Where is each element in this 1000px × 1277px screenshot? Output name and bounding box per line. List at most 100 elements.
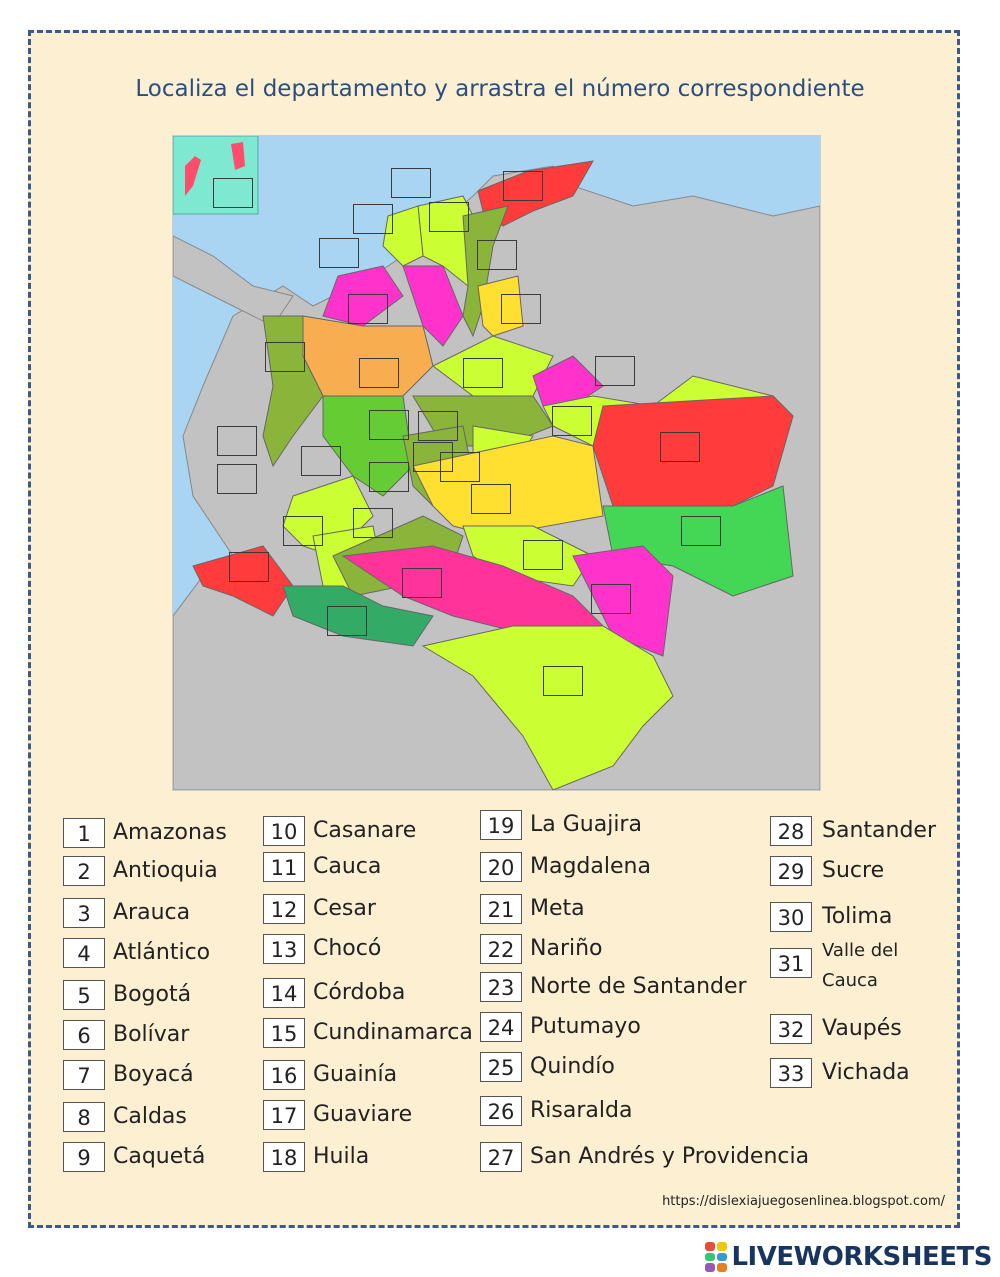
department-name: Huila (313, 1144, 370, 1169)
draggable-number[interactable]: 19 (480, 810, 522, 840)
drop-box[interactable] (217, 464, 257, 494)
drop-box[interactable] (477, 240, 517, 270)
department-name: Casanare (313, 818, 417, 843)
department-name: Antioquia (113, 858, 218, 883)
drop-box[interactable] (348, 294, 388, 324)
department-name: Boyacá (113, 1062, 194, 1087)
department-name: Bogotá (113, 982, 192, 1007)
drop-box[interactable] (681, 516, 721, 546)
department-name: Chocó (313, 936, 382, 961)
drop-box[interactable] (319, 238, 359, 268)
drop-box[interactable] (369, 410, 409, 440)
department-name: Valle del Cauca (822, 940, 899, 991)
drop-box[interactable] (543, 666, 583, 696)
drop-box[interactable] (327, 606, 367, 636)
draggable-number[interactable]: 12 (263, 894, 305, 924)
brand-name: LIVEWORKSHEETS (731, 1242, 992, 1272)
drop-box[interactable] (429, 202, 469, 232)
draggable-number[interactable]: 13 (263, 934, 305, 964)
draggable-number[interactable]: 22 (480, 934, 522, 964)
drop-box[interactable] (391, 168, 431, 198)
department-name: Vaupés (822, 1016, 902, 1041)
drop-box[interactable] (595, 356, 635, 386)
department-name: Córdoba (313, 980, 406, 1005)
drop-box[interactable] (353, 508, 393, 538)
department-name: Sucre (822, 858, 885, 883)
drop-box[interactable] (523, 540, 563, 570)
draggable-number[interactable]: 31 (770, 948, 812, 978)
draggable-number[interactable]: 32 (770, 1014, 812, 1044)
department-name: Bolívar (113, 1022, 190, 1047)
draggable-number[interactable]: 14 (263, 978, 305, 1008)
department-name: La Guajira (530, 812, 642, 837)
draggable-number[interactable]: 27 (480, 1142, 522, 1172)
draggable-number[interactable]: 33 (770, 1058, 812, 1088)
department-name: San Andrés y Providencia (530, 1144, 810, 1169)
drop-box[interactable] (283, 516, 323, 546)
draggable-number[interactable]: 24 (480, 1012, 522, 1042)
drop-box[interactable] (369, 462, 409, 492)
drop-box[interactable] (265, 342, 305, 372)
drop-box[interactable] (591, 584, 631, 614)
drop-box[interactable] (229, 552, 269, 582)
department-name: Arauca (113, 900, 191, 925)
draggable-number[interactable]: 21 (480, 894, 522, 924)
draggable-number[interactable]: 23 (480, 972, 522, 1002)
drop-box[interactable] (359, 358, 399, 388)
draggable-number[interactable]: 3 (63, 898, 105, 928)
drop-box[interactable] (402, 568, 442, 598)
department-name: Norte de Santander (530, 974, 747, 999)
drop-box[interactable] (471, 484, 511, 514)
draggable-number[interactable]: 2 (63, 856, 105, 886)
draggable-number[interactable]: 18 (263, 1142, 305, 1172)
drop-box[interactable] (660, 432, 700, 462)
draggable-number[interactable]: 4 (63, 938, 105, 968)
draggable-number[interactable]: 1 (63, 818, 105, 848)
draggable-number[interactable]: 30 (770, 902, 812, 932)
department-name: Caldas (113, 1104, 187, 1129)
department-name: Meta (530, 896, 585, 921)
drop-box[interactable] (353, 204, 393, 234)
draggable-number[interactable]: 15 (263, 1018, 305, 1048)
drop-box[interactable] (463, 358, 503, 388)
draggable-number[interactable]: 26 (480, 1096, 522, 1126)
draggable-number[interactable]: 11 (263, 852, 305, 882)
draggable-number[interactable]: 7 (63, 1060, 105, 1090)
draggable-number[interactable]: 25 (480, 1052, 522, 1082)
drop-box[interactable] (213, 178, 253, 208)
department-name: Santander (822, 818, 936, 843)
department-name: Quindío (530, 1054, 615, 1079)
department-name: Cundinamarca (313, 1020, 473, 1045)
draggable-number[interactable]: 8 (63, 1102, 105, 1132)
department-name: Magdalena (530, 854, 651, 879)
draggable-number[interactable]: 6 (63, 1020, 105, 1050)
draggable-number[interactable]: 17 (263, 1100, 305, 1130)
drop-box[interactable] (501, 294, 541, 324)
department-name: Tolima (822, 904, 893, 929)
department-name: Risaralda (530, 1098, 633, 1123)
drop-box[interactable] (217, 426, 257, 456)
drop-box[interactable] (301, 446, 341, 476)
department-name: Nariño (530, 936, 603, 961)
department-name: Cesar (313, 896, 376, 921)
drop-box[interactable] (503, 171, 543, 201)
department-name: Putumayo (530, 1014, 641, 1039)
department-name: Amazonas (113, 820, 227, 845)
draggable-number[interactable]: 28 (770, 816, 812, 846)
draggable-number[interactable]: 16 (263, 1060, 305, 1090)
drop-box[interactable] (440, 452, 480, 482)
liveworksheets-icon (705, 1242, 728, 1272)
department-name: Vichada (822, 1060, 910, 1085)
liveworksheets-logo: LIVEWORKSHEETS (705, 1240, 992, 1274)
draggable-number[interactable]: 5 (63, 980, 105, 1010)
drop-box[interactable] (552, 406, 592, 436)
draggable-number[interactable]: 29 (770, 856, 812, 886)
drop-box[interactable] (418, 411, 458, 441)
drop-box[interactable] (413, 442, 453, 472)
draggable-number[interactable]: 9 (63, 1142, 105, 1172)
draggable-number[interactable]: 10 (263, 816, 305, 846)
draggable-number[interactable]: 20 (480, 852, 522, 882)
page-title: Localiza el departamento y arrastra el n… (135, 76, 865, 102)
source-url: https://dislexiajuegosenlinea.blogspot.c… (662, 1194, 945, 1209)
colombia-map (172, 135, 821, 791)
